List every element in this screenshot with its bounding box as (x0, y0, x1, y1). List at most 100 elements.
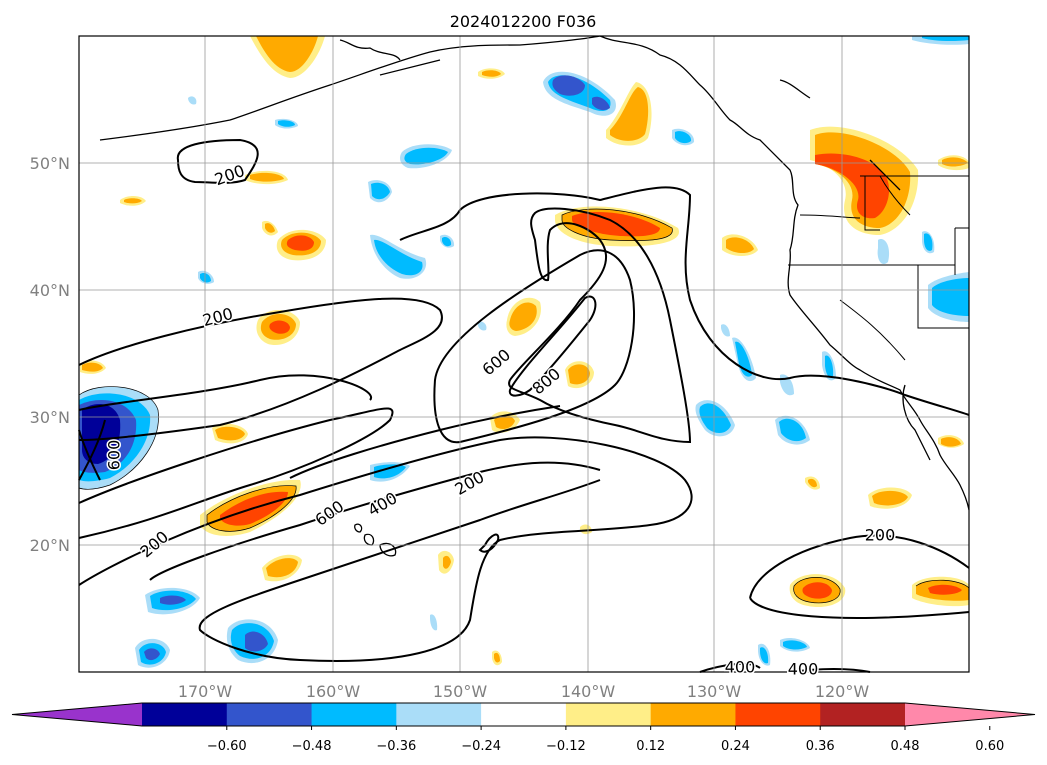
positive-region (808, 478, 817, 488)
colorbar-segment (565, 703, 652, 726)
negative-region (478, 321, 487, 331)
negative-region (430, 614, 438, 631)
colorbar-segment (735, 703, 821, 726)
colorbar-tick-label: −0.24 (461, 739, 501, 754)
colorbar-segment (481, 703, 567, 726)
coastline (99, 35, 601, 141)
negative-region (404, 147, 448, 165)
positive-region (266, 558, 298, 578)
latitude-tick-label: 40°N (30, 281, 70, 300)
coastline (599, 35, 970, 511)
contour-line (699, 662, 871, 673)
colorbar-segment (396, 703, 482, 726)
negative-region (783, 640, 807, 650)
gridlines (79, 36, 969, 672)
colorbar-segment (226, 703, 313, 726)
colorbar-tick-label: −0.12 (546, 739, 586, 754)
negative-region (675, 131, 692, 144)
positive-region (250, 172, 284, 182)
longitude-tick-label: 120°W (815, 682, 870, 701)
colorbar-tick-label: 0.60 (975, 739, 1004, 754)
negative-region (760, 647, 769, 664)
colorbar-segment (650, 703, 736, 726)
negative-region (924, 233, 933, 251)
contour-line-thin-outlines (78, 208, 970, 604)
border-line (879, 175, 911, 216)
negative-region (592, 96, 610, 111)
contour-label: 400 (725, 658, 756, 677)
negative-region (442, 236, 452, 247)
state-borders (788, 175, 969, 361)
contour-line (149, 461, 601, 581)
contour-line (508, 207, 692, 444)
border-line (799, 214, 861, 219)
map-title: 2024012200 F036 (450, 12, 597, 31)
negative-region (245, 631, 268, 652)
longitude-tick-label: 160°W (306, 682, 361, 701)
positive-region (928, 584, 962, 595)
colorbar-segment (311, 703, 397, 726)
contour-lines (78, 138, 970, 673)
negative-region (922, 36, 969, 42)
contour-line (561, 208, 673, 242)
colorbar-tick-label: −0.36 (376, 739, 416, 754)
longitude-tick-label: 170°W (178, 682, 233, 701)
negative-region (735, 341, 752, 377)
positive-region (802, 582, 832, 599)
contour-line (915, 579, 970, 589)
coastline (379, 542, 397, 557)
contour-label: 200 (865, 526, 896, 545)
negative-region (877, 239, 890, 265)
colorbar-tick-label: 0.36 (806, 739, 835, 754)
positive-region (726, 237, 754, 254)
map-frame (78, 35, 970, 673)
contour-label: 600 (105, 440, 124, 471)
contour-line (78, 407, 394, 539)
colorbar-tick-label: −0.48 (292, 739, 332, 754)
border-line (864, 176, 880, 231)
negative-region (200, 272, 211, 283)
negative-region (721, 324, 730, 337)
border-line (917, 265, 969, 329)
positive-region (124, 198, 142, 204)
colorbar-extend-low (12, 703, 142, 726)
coastline (902, 384, 931, 461)
longitude-tick-label: 140°W (561, 682, 616, 701)
latitude-tick-label: 20°N (30, 536, 70, 555)
positive-region (82, 362, 103, 372)
negative-region (160, 595, 186, 605)
contour-label: 400 (788, 660, 819, 679)
positive-region (494, 415, 515, 429)
longitude-tick-label: 150°W (433, 682, 488, 701)
border-line (839, 299, 906, 361)
coastline (354, 523, 363, 533)
negative-region (374, 239, 423, 276)
contour-line (78, 386, 159, 490)
positive-region (610, 87, 649, 141)
negative-region (188, 96, 197, 105)
positive-region (265, 223, 275, 233)
negative-region (932, 278, 969, 316)
shaded-field (79, 36, 969, 668)
contour-line (793, 577, 841, 604)
colorbar-segment (820, 703, 906, 726)
negative-region (552, 75, 585, 96)
positive-region (509, 302, 537, 331)
border-line (954, 227, 969, 275)
colorbar-tick-label: 0.24 (721, 739, 750, 754)
positive-region (286, 235, 314, 251)
contour-line (78, 297, 443, 441)
coastlines (99, 35, 970, 557)
positive-region (256, 36, 318, 72)
contour-line (508, 295, 597, 397)
colorbar-tick-label: −0.60 (207, 739, 247, 754)
contour-line (176, 138, 259, 184)
latitude-ticks: 50°N 40°N 30°N 20°N (30, 154, 70, 555)
negative-region (144, 648, 160, 661)
colorbar-ticks: −0.60 −0.48 −0.36 −0.24 −0.12 0.12 0.24 0.36 0.4… (207, 726, 1004, 754)
negative-region (374, 464, 406, 479)
positive-region (482, 70, 501, 77)
contour-line (78, 419, 106, 481)
